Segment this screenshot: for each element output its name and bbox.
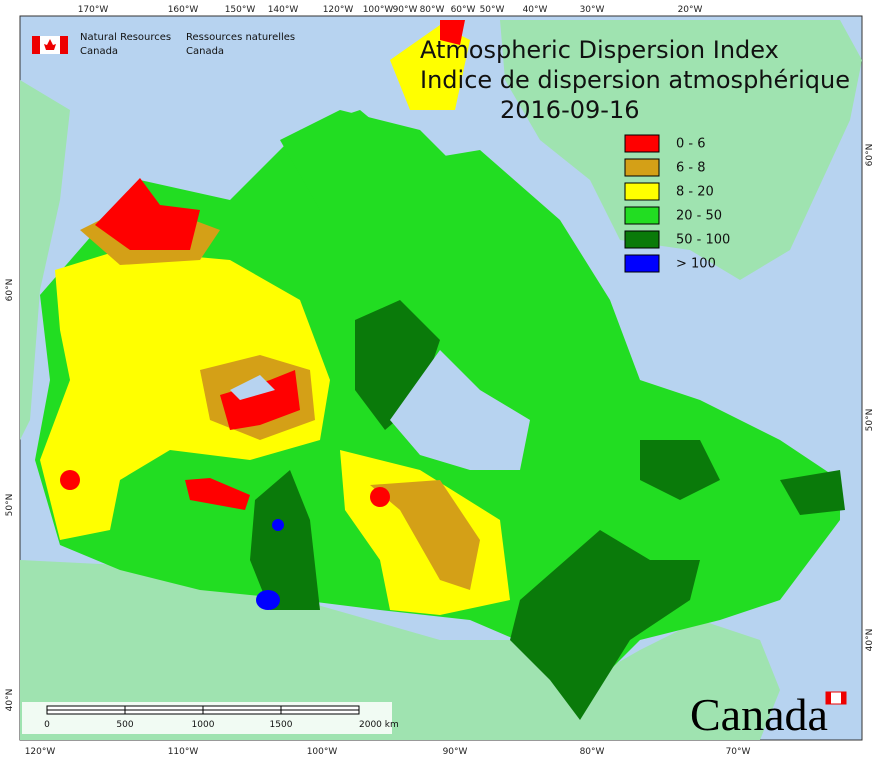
legend-label: 8 - 20 — [676, 185, 714, 200]
region-gt100 — [256, 590, 280, 610]
hudson-bay — [390, 350, 530, 470]
scale-segment — [46, 709, 126, 715]
lon-label-bottom: 120°W — [25, 747, 56, 757]
great-slave-lake — [230, 375, 275, 400]
region-0-6-ontario — [370, 487, 390, 507]
region-0-6-slave — [220, 370, 300, 430]
lat-label-right: 50°N — [865, 409, 875, 432]
arctic-islands — [280, 110, 460, 230]
region-50-100-quebec — [640, 440, 720, 500]
lon-label-top: 80°W — [420, 5, 445, 15]
agency-block: Natural Resources Canada Ressources natu… — [32, 32, 295, 57]
region-50-100-prairie — [250, 470, 320, 610]
wordmark: Canada — [690, 689, 828, 740]
legend-swatch — [624, 230, 660, 249]
region-50-100-east — [510, 530, 700, 720]
legend-label: 6 - 8 — [676, 161, 706, 176]
legend-swatch — [624, 206, 660, 225]
legend-swatch — [624, 134, 660, 153]
lon-label-top: 20°W — [678, 5, 703, 15]
agency-fr: Ressources naturelles — [186, 32, 295, 43]
agency-en: Natural Resources — [80, 32, 171, 43]
legend-swatch — [624, 158, 660, 177]
scale-segment — [202, 709, 282, 715]
scale-label: 1500 — [270, 720, 293, 730]
region-gt100-b — [272, 519, 284, 531]
lat-label-right: 60°N — [865, 144, 875, 167]
scale-label: 0 — [44, 720, 50, 730]
region-0-6-arctic — [440, 20, 465, 45]
graticule: 170°W 160°W 150°W 140°W 120°W 100°W 90°W 80°W 60… — [5, 5, 875, 757]
flag-bar — [32, 36, 40, 54]
region-50-100-nl — [780, 470, 845, 515]
legend-swatch — [624, 254, 660, 273]
scale-segment — [46, 705, 126, 711]
scale-segment — [124, 705, 204, 711]
lat-label-left: 50°N — [5, 494, 15, 517]
lon-label-top: 120°W — [323, 5, 354, 15]
lon-label-top: 170°W — [78, 5, 109, 15]
lon-label-bottom: 90°W — [443, 747, 468, 757]
legend-label: 0 - 6 — [676, 137, 706, 152]
region-8-20-north — [390, 25, 470, 110]
scale-segment — [280, 709, 360, 715]
flag-bar — [60, 36, 68, 54]
lon-label-bottom: 70°W — [726, 747, 751, 757]
lon-label-bottom: 110°W — [168, 747, 199, 757]
lon-label-top: 40°W — [523, 5, 548, 15]
lon-label-bottom: 100°W — [307, 747, 338, 757]
lon-label-top: 160°W — [168, 5, 199, 15]
scale-segment — [202, 705, 282, 711]
scale-label: 1000 — [192, 720, 215, 730]
region-8-20 — [40, 250, 330, 540]
legend-label: 20 - 50 — [676, 209, 722, 224]
legend-swatch — [624, 182, 660, 201]
lon-label-top: 90°W — [393, 5, 418, 15]
wordmark-flag-bar — [826, 692, 831, 704]
wordmark-flag-bar — [841, 692, 846, 704]
legend-label: > 100 — [676, 257, 716, 272]
region-0-6-alberta — [185, 478, 250, 510]
date: 2016-09-16 — [500, 96, 639, 124]
region-0-6-bc — [60, 470, 80, 490]
scale-segment — [280, 705, 360, 711]
legend: 0 - 6 6 - 8 8 - 20 20 - 50 50 - 100 > 100 — [624, 134, 730, 273]
lon-label-top: 150°W — [225, 5, 256, 15]
lat-label-right: 40°N — [865, 629, 875, 652]
legend-label: 50 - 100 — [676, 233, 730, 248]
agency-en: Canada — [80, 46, 118, 57]
lon-label-top: 30°W — [580, 5, 605, 15]
title: Indice de dispersion atmosphérique — [420, 66, 850, 94]
flag-leaf — [44, 39, 56, 50]
lat-label-left: 40°N — [5, 689, 15, 712]
scale-bar: 0 500 1000 1500 2000 km — [22, 702, 399, 734]
scale-label: 2000 km — [359, 720, 399, 730]
agency-fr: Canada — [186, 46, 224, 57]
lon-label-bottom: 80°W — [580, 747, 605, 757]
lon-label-top: 100°W — [363, 5, 394, 15]
title: Atmospheric Dispersion Index — [420, 36, 779, 64]
lat-label-left: 60°N — [5, 279, 15, 302]
lon-label-top: 60°W — [451, 5, 476, 15]
region-6-8-ontario — [370, 480, 480, 590]
scale-segment — [124, 709, 204, 715]
scale-label: 500 — [116, 720, 133, 730]
alaska — [20, 80, 70, 440]
lon-label-top: 140°W — [268, 5, 299, 15]
lon-label-top: 50°W — [480, 5, 505, 15]
greenland — [500, 20, 862, 280]
region-0-6-north — [95, 178, 200, 250]
